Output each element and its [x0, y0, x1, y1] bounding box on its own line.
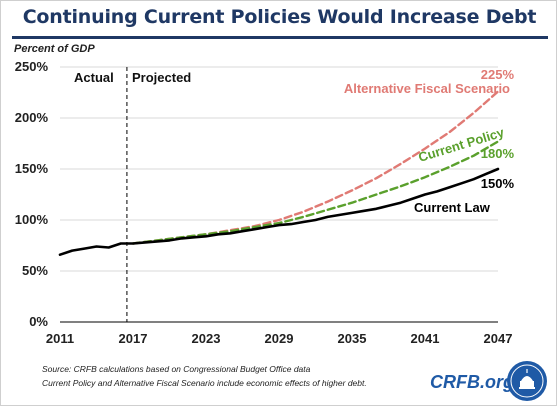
series-line-current-policy [131, 140, 500, 245]
x-tick-label: 2017 [119, 331, 148, 346]
chart-title: Continuing Current Policies Would Increa… [22, 6, 537, 28]
region-label-actual: Actual [74, 70, 114, 85]
end-label-alternative: 225% [481, 67, 515, 82]
y-tick-label: 0% [29, 314, 48, 329]
end-label-current-policy: 180% [481, 146, 515, 161]
scenario-note: Current Policy and Alternative Fiscal Sc… [42, 378, 367, 388]
y-axis-label: Percent of GDP [14, 43, 95, 55]
crfb-logo-text: CRFB.org [430, 372, 514, 392]
x-tick-labels: 2011 2017 2023 2029 2035 2041 2047 [46, 331, 513, 346]
x-tick-label: 2023 [192, 331, 221, 346]
series-line-current-law [58, 167, 500, 256]
gridlines [60, 66, 498, 272]
capitol-seal-icon [507, 361, 547, 401]
x-tick-label: 2041 [411, 331, 440, 346]
y-tick-label: 50% [22, 263, 48, 278]
y-tick-label: 100% [15, 212, 49, 227]
y-tick-labels: 0% 50% 100% 150% 200% 250% [15, 59, 49, 329]
title-rule [12, 36, 548, 39]
region-label-projected: Projected [132, 70, 191, 85]
source-note: Source: CRFB calculations based on Congr… [42, 364, 311, 374]
x-tick-label: 2035 [338, 331, 367, 346]
x-tick-label: 2047 [484, 331, 513, 346]
series-label-current-law: Current Law [414, 200, 491, 215]
x-tick-label: 2011 [46, 331, 74, 346]
y-tick-label: 250% [15, 59, 49, 74]
series-lines [58, 90, 500, 256]
y-tick-label: 200% [15, 110, 49, 125]
series-label-alternative: Alternative Fiscal Scenario [344, 81, 510, 96]
end-label-current-law: 150% [481, 176, 515, 191]
x-tick-label: 2029 [265, 331, 294, 346]
y-tick-label: 150% [15, 161, 49, 176]
